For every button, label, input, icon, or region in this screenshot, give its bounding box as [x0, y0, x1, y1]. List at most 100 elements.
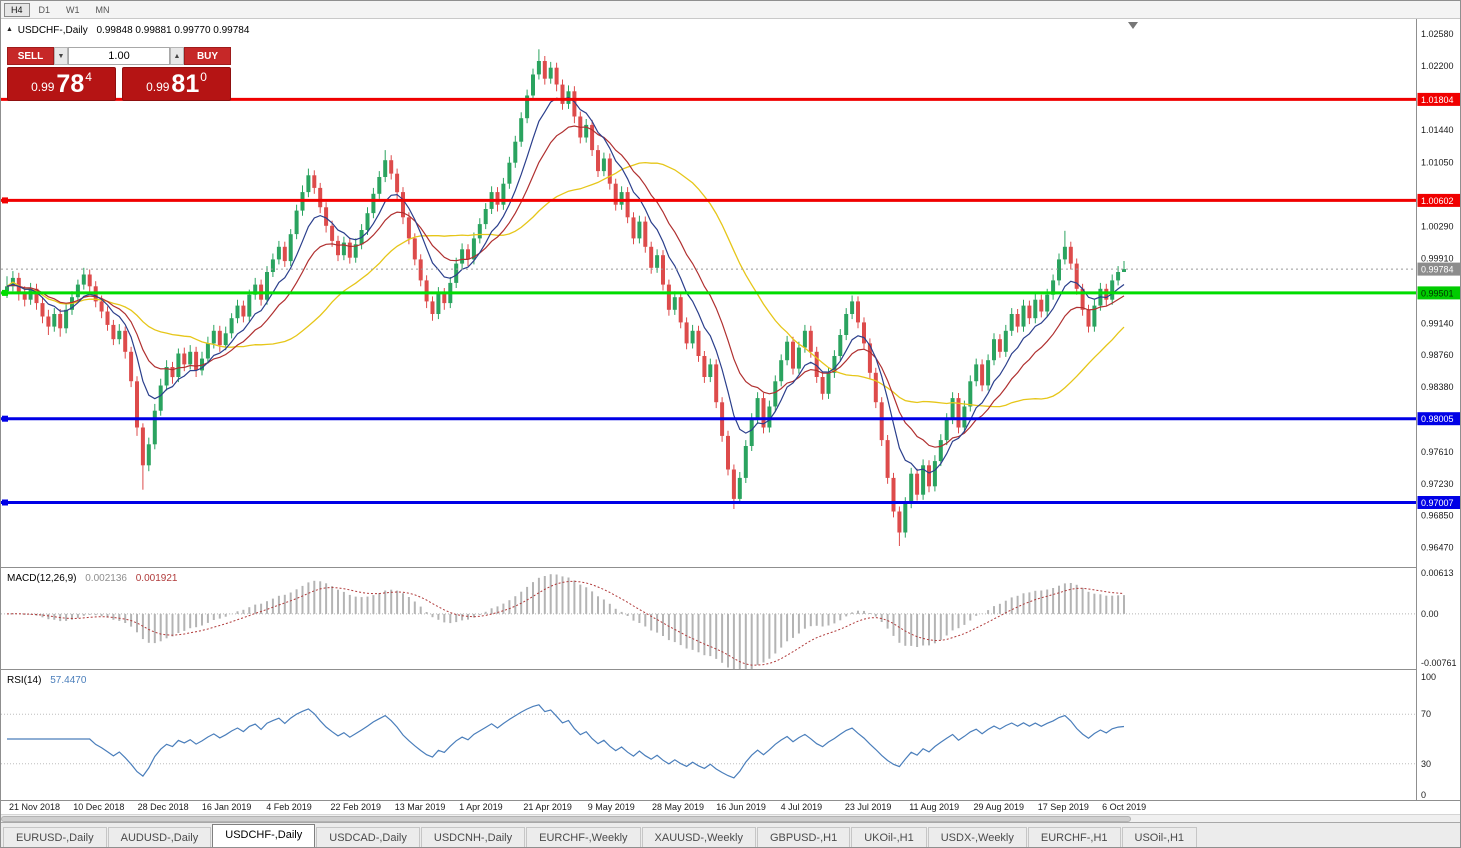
buy-price-sup: 0	[200, 70, 207, 84]
macd-scale-top: 0.00613	[1421, 568, 1454, 578]
price-badge	[1417, 412, 1460, 426]
price-tick: 0.99910	[1421, 254, 1454, 264]
macd-chart[interactable]	[1, 568, 1416, 669]
rsi-value: 57.4470	[50, 675, 87, 686]
rsi-scale-label: 30	[1421, 759, 1431, 769]
hline-handle[interactable]	[2, 289, 8, 296]
x-axis-date: 22 Feb 2019	[330, 802, 382, 812]
ma-slow-line	[6, 161, 1125, 408]
main-chart-pane[interactable]	[1, 19, 1416, 567]
price-badge	[1417, 92, 1460, 106]
horizontal-scrollbar[interactable]	[1, 814, 1460, 822]
timeframe-button-w1[interactable]: W1	[66, 4, 80, 15]
macd-pane[interactable]	[1, 568, 1416, 669]
chart-tab-ukoil-h1[interactable]: UKOil-,H1	[851, 827, 927, 847]
macd-signal-value: 0.001921	[135, 573, 178, 584]
timeframe-button-h4[interactable]: H4	[4, 2, 30, 17]
chart-tab-eurchf-weekly[interactable]: EURCHF-,Weekly	[526, 827, 641, 847]
x-axis-date: 11 Aug 2019	[909, 802, 960, 812]
chart-tab-eurusd-daily[interactable]: EURUSD-,Daily	[3, 827, 107, 847]
rsi-pane[interactable]	[1, 670, 1416, 800]
timeframe-button-d1[interactable]: D1	[38, 4, 51, 15]
ma-mid-line	[6, 125, 1125, 448]
x-axis-date: 4 Jul 2019	[780, 802, 823, 812]
chart-tab-audusd-daily[interactable]: AUDUSD-,Daily	[107, 827, 212, 847]
chart-ohlc-values: 0.99848 0.99881 0.99770 0.99784	[96, 25, 250, 36]
rsi-indicator-label: RSI(14) 57.4470	[7, 675, 86, 686]
sell-price-prefix: 0.99	[31, 80, 55, 94]
macd-signal-line	[6, 580, 1125, 666]
pane-separator[interactable]	[1, 567, 1460, 568]
x-axis-date: 6 Oct 2019	[1102, 802, 1147, 812]
rsi-scale-label: 100	[1421, 672, 1436, 682]
chart-tab-xauusd-weekly[interactable]: XAUUSD-,Weekly	[641, 827, 756, 847]
x-axis-date: 4 Feb 2019	[266, 802, 312, 812]
sell-price-sup: 4	[85, 70, 92, 84]
pane-separator[interactable]	[1, 669, 1460, 670]
sell-price-tile[interactable]: 0.99 78 4	[7, 67, 116, 101]
price-badge	[1417, 496, 1460, 509]
volume-decrease-button[interactable]: ▼	[54, 47, 68, 65]
chart-title: ▲ USDCHF-,Daily 0.99848 0.99881 0.99770 …	[6, 25, 249, 36]
x-axis-date: 10 Dec 2018	[73, 802, 125, 812]
price-tick: 1.01050	[1421, 158, 1454, 168]
svg-text:0.99501: 0.99501	[1421, 288, 1454, 298]
chart-shift-icon	[1128, 22, 1138, 29]
scrollbar-thumb[interactable]	[1, 816, 1131, 822]
volume-input[interactable]: 1.00	[68, 47, 170, 65]
macd-scale-bottom: -0.00761	[1421, 658, 1457, 668]
price-tick: 1.02200	[1421, 61, 1454, 71]
price-tick: 1.01440	[1421, 125, 1454, 135]
rsi-scale-label: 0	[1421, 790, 1426, 800]
rsi-title: RSI(14)	[7, 675, 42, 686]
hline-handle[interactable]	[2, 499, 8, 506]
pane-separator[interactable]	[1, 800, 1460, 801]
price-badge	[1417, 262, 1460, 276]
x-axis-date: 29 Aug 2019	[973, 802, 1025, 812]
chart-tab-usdchf-daily[interactable]: USDCHF-,Daily	[212, 824, 316, 847]
rsi-scale-label: 70	[1421, 709, 1431, 719]
price-tick: 0.96850	[1421, 511, 1454, 521]
volume-increase-button[interactable]: ▲	[170, 47, 184, 65]
x-axis-date: 21 Nov 2018	[9, 802, 61, 812]
ma-fast-line	[6, 96, 1125, 474]
chart-symbol: USDCHF-,Daily	[17, 25, 88, 36]
chart-tab-gbpusd-h1[interactable]: GBPUSD-,H1	[756, 827, 851, 847]
x-axis-date: 13 Mar 2019	[394, 802, 446, 812]
hline-handle[interactable]	[2, 415, 8, 422]
chart-tab-usoil-h1[interactable]: USOil-,H1	[1121, 827, 1198, 847]
timeframe-button-mn[interactable]: MN	[95, 4, 110, 15]
svg-text:1.01804: 1.01804	[1421, 95, 1454, 105]
sell-button[interactable]: SELL	[7, 47, 54, 65]
hline-handle[interactable]	[2, 197, 8, 204]
x-axis-date: 28 Dec 2018	[137, 802, 189, 812]
price-badge	[1417, 286, 1460, 300]
svg-text:0.97007: 0.97007	[1421, 498, 1454, 508]
svg-text:0.98005: 0.98005	[1421, 414, 1454, 424]
price-tick: 0.97230	[1421, 479, 1454, 489]
price-scale[interactable]: 1.02580 1.02200 1.01440 1.01050 1.00290 0.999…	[1416, 19, 1460, 800]
sell-price-big: 78	[56, 69, 85, 98]
buy-price-big: 81	[171, 69, 200, 98]
x-axis-date: 16 Jan 2019	[201, 802, 252, 812]
price-tick: 0.98760	[1421, 350, 1454, 360]
price-tick: 0.99140	[1421, 318, 1454, 328]
macd-value: 0.002136	[85, 573, 127, 584]
timeframe-toolbar: H4 D1 W1 MN	[1, 1, 1460, 19]
buy-button[interactable]: BUY	[184, 47, 231, 65]
svg-text:0.99784: 0.99784	[1421, 265, 1454, 275]
price-tick: 1.02580	[1421, 29, 1454, 39]
x-axis-date: 1 Apr 2019	[459, 802, 503, 812]
candlestick-chart[interactable]	[1, 19, 1416, 567]
chart-collapse-icon[interactable]: ▲	[6, 26, 13, 33]
rsi-chart[interactable]	[1, 670, 1416, 800]
chart-tab-usdcnh-daily[interactable]: USDCNH-,Daily	[420, 827, 526, 847]
chart-tab-usdcad-daily[interactable]: USDCAD-,Daily	[316, 827, 420, 847]
buy-price-tile[interactable]: 0.99 81 0	[122, 67, 231, 101]
price-tick: 1.00290	[1421, 222, 1454, 232]
price-tick: 0.97610	[1421, 447, 1454, 457]
chart-tab-usdx-weekly[interactable]: USDX-,Weekly	[927, 827, 1027, 847]
chart-tab-eurchf-h1[interactable]: EURCHF-,H1	[1027, 827, 1121, 847]
svg-text:1.00602: 1.00602	[1421, 196, 1454, 206]
